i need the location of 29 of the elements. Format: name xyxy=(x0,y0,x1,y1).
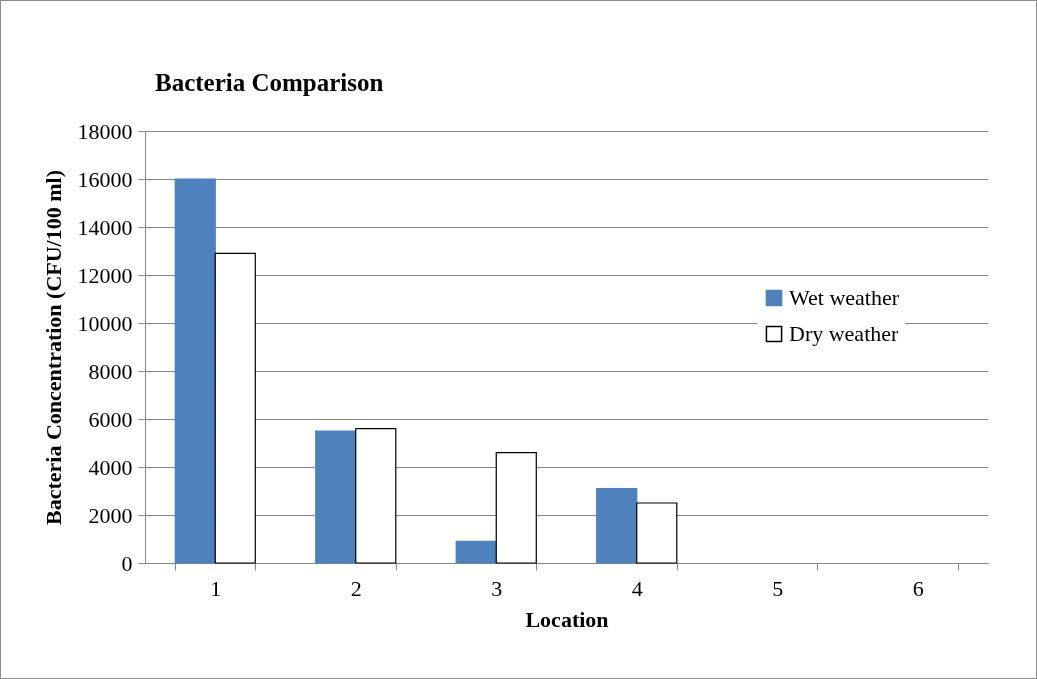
y-tick-label: 4000 xyxy=(88,454,133,480)
bar xyxy=(596,488,638,564)
x-tick-label: 1 xyxy=(210,575,222,601)
legend-label: Wet weather xyxy=(789,285,900,310)
legend-label: Dry weather xyxy=(789,321,900,346)
y-tick-label: 10000 xyxy=(77,310,133,336)
chart-title: Bacteria Comparison xyxy=(155,69,384,96)
x-tick-label: 5 xyxy=(772,575,784,601)
bar xyxy=(214,252,256,564)
y-tick-label: 12000 xyxy=(77,262,133,288)
y-tick-label: 18000 xyxy=(77,118,133,144)
y-tick-label: 14000 xyxy=(77,214,133,240)
bar xyxy=(315,430,357,564)
bar xyxy=(495,452,537,564)
y-tick-label: 0 xyxy=(121,550,133,576)
x-axis-title: Location xyxy=(525,606,609,632)
x-tick-label: 4 xyxy=(631,575,643,601)
x-tick-label: 2 xyxy=(350,575,362,601)
bar xyxy=(174,178,216,564)
x-tick-label: 3 xyxy=(491,575,503,601)
y-tick-label: 2000 xyxy=(88,502,133,528)
bar xyxy=(455,540,497,564)
y-tick-label: 8000 xyxy=(88,358,133,384)
y-axis-title: Bacteria Concentration (CFU/100 ml) xyxy=(40,170,66,525)
y-tick-label: 6000 xyxy=(88,406,133,432)
bar xyxy=(355,428,397,564)
y-tick-label: 16000 xyxy=(77,166,133,192)
x-tick-label: 6 xyxy=(912,575,924,601)
bar xyxy=(636,502,678,564)
